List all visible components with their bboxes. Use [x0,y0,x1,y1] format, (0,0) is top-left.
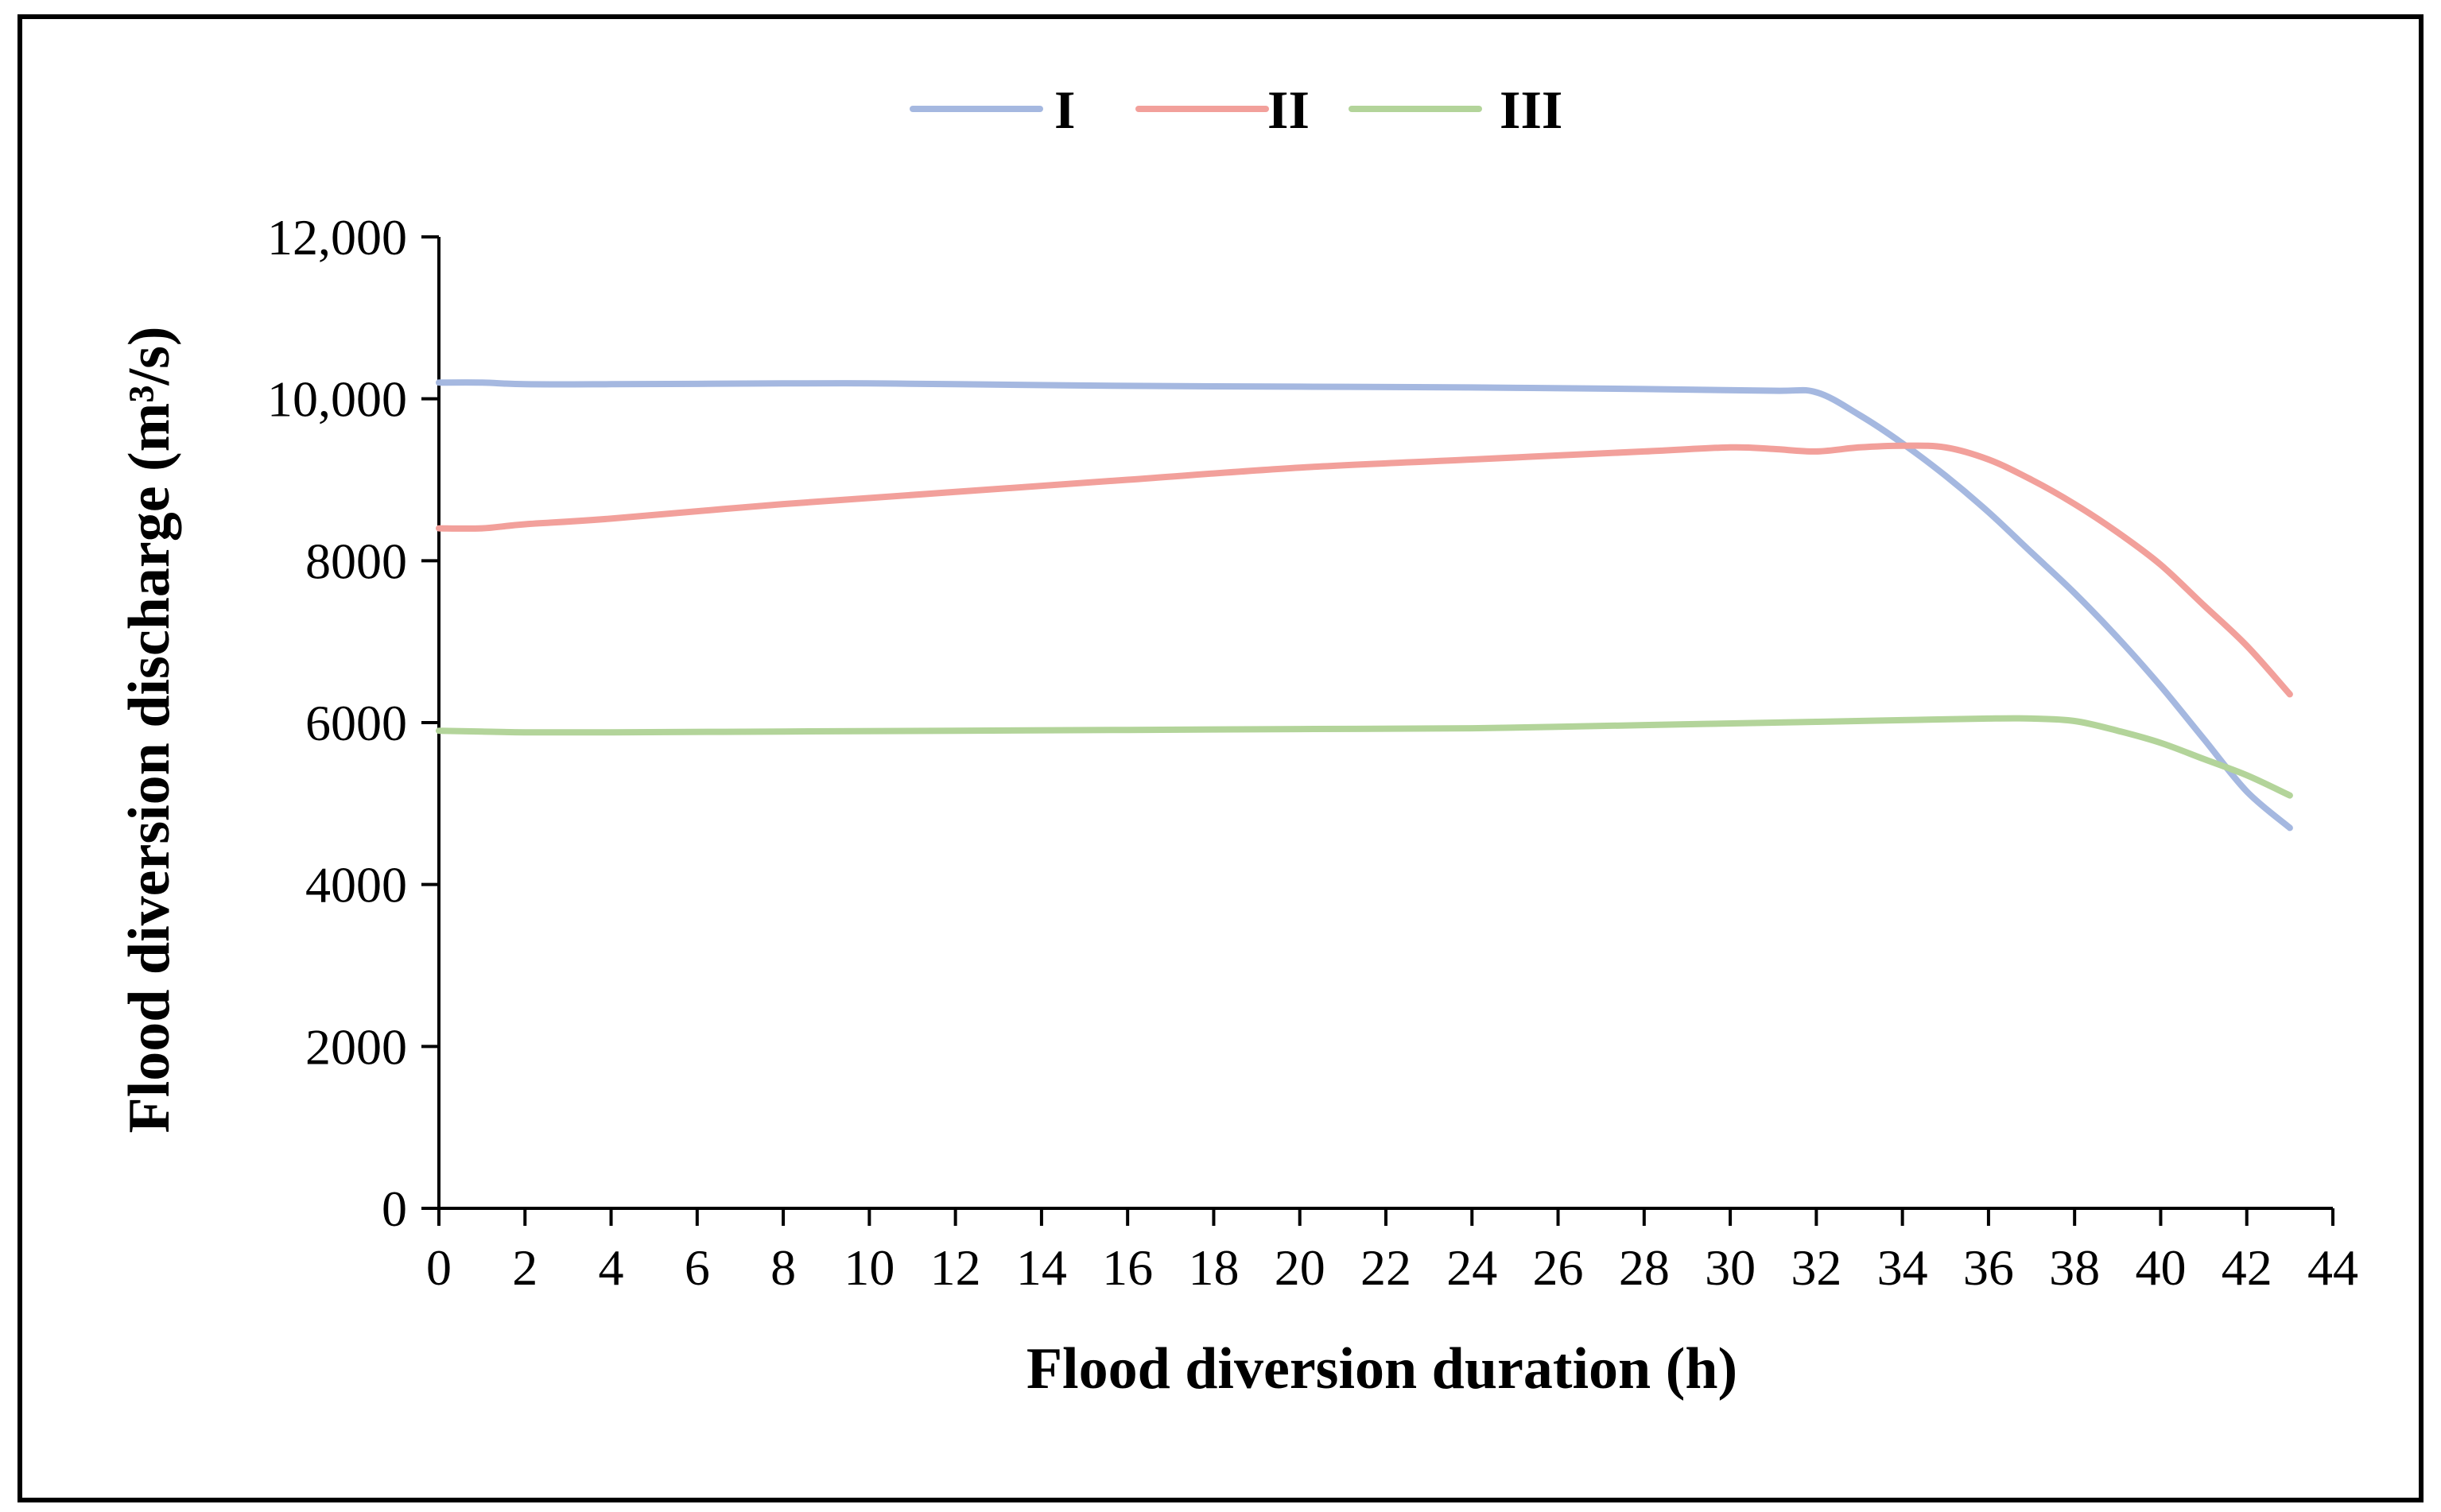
chart-frame [17,14,2424,1502]
y-tick-label: 0 [382,1181,407,1237]
y-axis: 0 2000 4000 6000 8000 10,000 12,000 [267,209,440,1237]
x-tick-label: 2 [512,1239,537,1296]
x-tick-label: 32 [1791,1239,1841,1296]
x-tick-label: 44 [2307,1239,2358,1296]
x-tick-label: 22 [1360,1239,1411,1296]
y-tick-label: 6000 [305,695,407,751]
x-tick-label: 42 [2222,1239,2272,1296]
x-tick-label: 40 [2135,1239,2186,1296]
x-tick-label: 20 [1275,1239,1325,1296]
x-tick-label: 38 [2049,1239,2100,1296]
y-tick-label: 4000 [305,857,407,913]
x-tick-label: 16 [1102,1239,1153,1296]
x-tick-label: 26 [1533,1239,1584,1296]
x-tick-label: 10 [844,1239,895,1296]
y-axis-title: Flood diversion discharge (m³/s) [117,326,182,1133]
legend: I II III [910,79,1562,140]
series-line-I [436,379,2293,832]
series-line-III [436,715,2293,799]
y-tick-label: 2000 [305,1018,407,1075]
x-axis: 0 2 4 6 8 10 12 14 16 18 20 22 24 26 28 30 32 34 36 38 40 42 4… [426,1207,2358,1296]
x-tick-label: 6 [685,1239,710,1296]
x-tick-label: 14 [1016,1239,1067,1296]
x-tick-label: 12 [930,1239,981,1296]
x-tick-label: 8 [770,1239,796,1296]
x-tick-label: 36 [1963,1239,2014,1296]
x-tick-label: 28 [1619,1239,1670,1296]
series-line-II [436,442,2293,698]
x-tick-label: 24 [1446,1239,1497,1296]
legend-label-II: II [1267,79,1310,140]
y-tick-label: 8000 [305,533,407,589]
legend-label-III: III [1500,79,1562,140]
x-tick-label: 0 [426,1239,452,1296]
x-tick-label: 4 [599,1239,624,1296]
x-tick-label: 34 [1877,1239,1928,1296]
legend-label-I: I [1054,79,1075,140]
x-tick-label: 30 [1705,1239,1756,1296]
y-tick-label: 10,000 [267,371,407,428]
series-group [436,379,2293,832]
x-tick-label: 18 [1188,1239,1239,1296]
y-tick-label: 12,000 [267,209,407,266]
x-axis-title: Flood diversion duration (h) [1026,1336,1737,1402]
